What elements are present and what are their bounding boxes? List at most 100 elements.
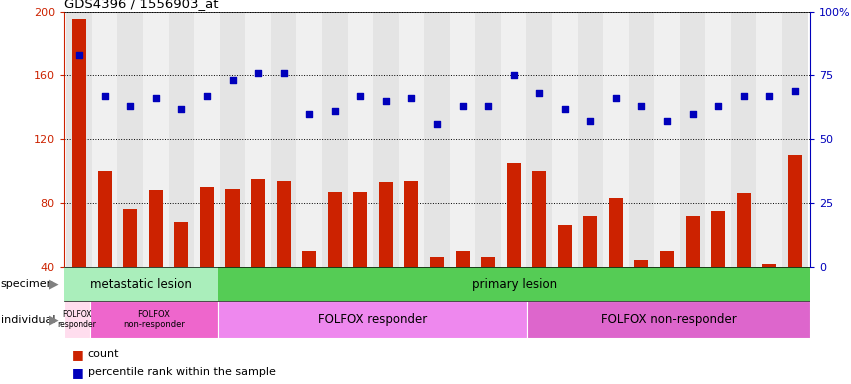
Bar	[660, 251, 674, 267]
Bar	[98, 171, 111, 267]
Point	[149, 95, 163, 101]
Text: FOLFOX
responder: FOLFOX responder	[57, 310, 96, 329]
Text: percentile rank within the sample: percentile rank within the sample	[88, 367, 276, 377]
Bar	[788, 155, 802, 267]
Bar	[705, 12, 731, 267]
Text: ▶: ▶	[49, 313, 58, 326]
Bar	[737, 194, 751, 267]
Point	[456, 103, 470, 109]
Bar	[583, 216, 597, 267]
Bar	[271, 12, 296, 267]
Point	[609, 95, 623, 101]
Bar	[455, 251, 470, 267]
Text: specimen: specimen	[1, 279, 54, 289]
Bar	[373, 12, 398, 267]
Text: metastatic lesion: metastatic lesion	[90, 278, 192, 291]
Point	[482, 103, 495, 109]
Bar	[430, 257, 444, 267]
Point	[533, 90, 546, 96]
Bar	[398, 12, 424, 267]
Bar	[379, 182, 393, 267]
Bar	[424, 12, 450, 267]
Bar	[450, 12, 476, 267]
Bar	[552, 12, 578, 267]
Text: primary lesion: primary lesion	[471, 278, 557, 291]
Point	[430, 121, 443, 127]
Point	[788, 88, 802, 94]
Bar	[527, 301, 810, 338]
Bar	[603, 12, 629, 267]
Bar	[557, 225, 572, 267]
Point	[660, 118, 674, 124]
Bar	[481, 257, 495, 267]
Bar	[64, 301, 89, 338]
Bar	[501, 12, 527, 267]
Point	[507, 72, 521, 78]
Point	[737, 93, 751, 99]
Bar	[506, 163, 521, 267]
Text: GDS4396 / 1556903_at: GDS4396 / 1556903_at	[64, 0, 219, 10]
Text: ▶: ▶	[49, 278, 58, 291]
Bar	[143, 12, 168, 267]
Text: FOLFOX responder: FOLFOX responder	[318, 313, 427, 326]
Bar	[782, 12, 808, 267]
Bar	[200, 187, 214, 267]
Point	[72, 52, 86, 58]
Point	[200, 93, 214, 99]
Bar	[174, 222, 188, 267]
Point	[404, 95, 418, 101]
Text: individual: individual	[1, 314, 55, 325]
Point	[379, 98, 392, 104]
Bar	[629, 12, 654, 267]
Bar	[635, 260, 648, 267]
Bar	[532, 171, 546, 267]
Bar	[168, 12, 194, 267]
Point	[353, 93, 367, 99]
Point	[762, 93, 776, 99]
Point	[226, 78, 239, 84]
Bar	[123, 209, 137, 267]
Point	[123, 103, 137, 109]
Text: FOLFOX
non-responder: FOLFOX non-responder	[123, 310, 185, 329]
Point	[174, 106, 188, 112]
Point	[251, 70, 265, 76]
Bar	[731, 12, 757, 267]
Bar	[149, 190, 163, 267]
Bar	[117, 12, 143, 267]
Point	[635, 103, 648, 109]
Bar	[686, 216, 700, 267]
Bar	[251, 179, 266, 267]
Point	[302, 111, 316, 117]
Bar	[762, 264, 776, 267]
Point	[277, 70, 290, 76]
Bar	[245, 12, 271, 267]
Bar	[277, 181, 291, 267]
Bar	[578, 12, 603, 267]
Bar	[194, 12, 220, 267]
Point	[584, 118, 597, 124]
Text: count: count	[88, 349, 119, 359]
Point	[98, 93, 111, 99]
Bar	[66, 12, 92, 267]
Point	[328, 108, 341, 114]
Bar	[757, 12, 782, 267]
Text: ■: ■	[72, 366, 84, 379]
Bar	[72, 20, 86, 267]
Bar	[322, 12, 347, 267]
Bar	[218, 267, 810, 301]
Bar	[711, 211, 725, 267]
Bar	[608, 198, 623, 267]
Point	[558, 106, 572, 112]
Bar	[654, 12, 680, 267]
Bar	[302, 251, 317, 267]
Bar	[218, 301, 527, 338]
Bar	[220, 12, 245, 267]
Bar	[527, 12, 552, 267]
Bar	[226, 189, 239, 267]
Point	[711, 103, 725, 109]
Text: ■: ■	[72, 348, 84, 361]
Bar	[328, 192, 342, 267]
Bar	[296, 12, 322, 267]
Bar	[353, 192, 368, 267]
Bar	[680, 12, 705, 267]
